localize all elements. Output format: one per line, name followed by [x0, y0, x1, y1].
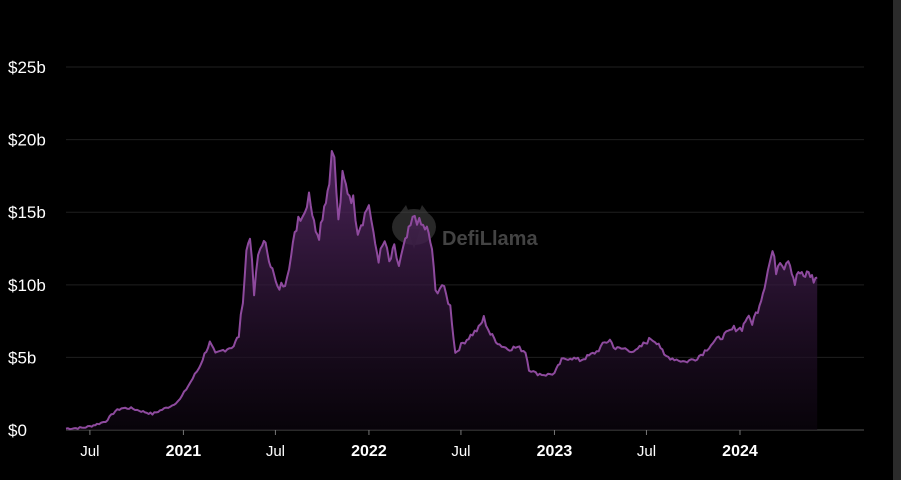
scrollbar-strip — [893, 0, 901, 480]
series-area — [66, 151, 818, 430]
area-layer — [65, 142, 818, 431]
watermark-text: DefiLlama — [442, 228, 538, 250]
y-tick-label: $15b — [8, 203, 46, 222]
x-axis: Jul 2021 Jul 2022 Jul 2023 Jul 2024 — [80, 430, 758, 460]
x-tick-label: Jul — [451, 443, 470, 460]
y-tick-label: $0 — [8, 421, 27, 440]
y-tick-label: $5b — [8, 348, 36, 367]
series-line — [65, 150, 818, 431]
x-tick-label: 2021 — [166, 443, 202, 460]
y-tick-label: $25b — [8, 58, 46, 77]
y-tick-label: $20b — [8, 131, 46, 150]
x-tick-label: Jul — [80, 443, 99, 460]
x-tick-label: 2023 — [537, 443, 573, 460]
x-tick-label: 2022 — [351, 443, 387, 460]
x-tick-label: 2024 — [722, 443, 758, 460]
x-tick-label: Jul — [266, 443, 285, 460]
x-tick-label: Jul — [637, 443, 656, 460]
y-tick-label: $10b — [8, 276, 46, 295]
y-axis: $0 $5b $10b $15b $20b $25b — [8, 58, 46, 440]
